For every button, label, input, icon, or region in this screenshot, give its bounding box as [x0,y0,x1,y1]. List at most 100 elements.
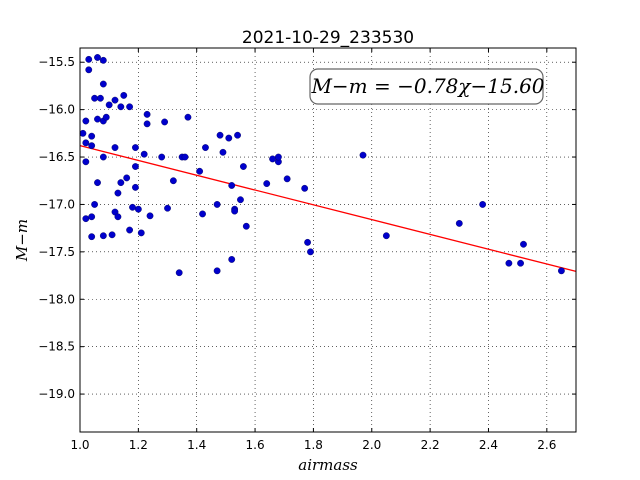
scatter-point [140,150,148,158]
scatter-point [301,184,309,192]
scatter-point [102,113,110,121]
x-axis-label: airmass [298,456,358,474]
y-tick-label: −16.0 [38,103,75,117]
scatter-point [181,153,189,161]
scatter-point [94,115,101,123]
scatter-point [85,55,93,63]
scatter-point [237,196,244,204]
scatter-point [82,117,90,125]
scatter-point [146,212,154,220]
scatter-point [132,183,139,191]
scatter-point [129,203,136,211]
y-tick-label: −17.0 [38,197,75,211]
x-tick-label: 1.4 [187,438,206,452]
scatter-point [228,182,236,189]
x-tick-label: 1.2 [129,438,148,452]
scatter-point [184,113,192,121]
scatter-point [88,213,96,221]
scatter-point [97,94,104,102]
scatter-point [274,153,282,161]
scatter-point [111,96,119,104]
scatter-point [505,259,513,267]
scatter-point [99,232,107,240]
scatter-point [99,153,107,161]
scatter-point [91,94,98,102]
y-tick-label: −19.0 [38,387,75,401]
scatter-point [196,167,204,175]
scatter-point [114,213,122,221]
scatter-points [79,54,565,277]
scatter-point [91,201,98,208]
scatter-point [228,256,236,263]
scatter-point [88,233,96,241]
y-tick-label: −18.0 [38,292,75,306]
scatter-point [82,215,90,223]
scatter-point [82,139,90,147]
x-tick-label: 2.6 [537,438,556,452]
scatter-point [359,151,367,159]
scatter-point [143,120,151,128]
scatter-point [120,92,128,99]
scatter-point [105,101,113,109]
equation-annotation: M−m = −0.78χ−15.60 [309,68,545,105]
scatter-point [137,229,145,237]
x-tick-label: 1.6 [246,438,265,452]
scatter-point [79,129,87,137]
scatter-point [234,131,241,139]
scatter-point [132,144,139,151]
scatter-point [82,158,90,166]
scatter-point [558,267,565,275]
scatter-point [134,205,142,213]
y-tick-label: −15.5 [38,55,75,69]
scatter-point [99,80,107,88]
y-tick-label: −18.5 [38,340,75,354]
scatter-point [117,103,125,111]
scatter-point [123,174,131,182]
equation-box [309,68,544,105]
scatter-point [219,148,227,156]
plot-frame [79,47,577,433]
scatter-point [382,232,390,240]
scatter-point [263,180,271,187]
axis-ticks: 1.0 1.2 1.4 1.6 1.8 2.0 2.2 2.4 2.6 −15.5 −16.0 −16… [38,48,576,452]
scatter-point [175,269,183,277]
scatter-point [117,179,125,187]
scatter-point [231,207,239,215]
scatter-point [111,144,119,151]
scatter-point [199,210,206,218]
scatter-point [94,54,101,61]
grid [80,48,576,432]
scatter-point [85,66,93,74]
scatter-point [114,189,122,197]
fit-line [79,145,577,273]
scatter-point [283,175,291,183]
scatter-point [88,142,96,150]
chart-title: 2021-10-29_233530 [242,28,414,48]
scatter-point [88,132,96,140]
scatter-point [143,110,151,118]
x-tick-label: 1.8 [304,438,323,452]
scatter-point [202,144,209,151]
y-axis-label: M−m [13,219,31,262]
scatter-point [213,267,221,275]
scatter-point [108,231,116,239]
scatter-point [239,163,247,170]
scatter-point [213,201,221,208]
scatter-point [99,56,107,64]
scatter-point [164,204,171,212]
x-tick-label: 2.4 [479,438,498,452]
scatter-point [520,240,527,248]
scatter-point [242,222,250,230]
scatter-point [307,248,314,256]
scatter-point [169,177,177,185]
x-tick-label: 1.0 [70,438,89,452]
x-tick-label: 2.0 [362,438,381,452]
scatter-point [132,163,139,170]
y-tick-label: −17.5 [38,245,75,259]
scatter-point [126,226,134,234]
scatter-point [479,201,487,208]
scatter-point [158,153,166,161]
x-tick-label: 2.2 [421,438,440,452]
y-tick-label: −16.5 [38,150,75,164]
